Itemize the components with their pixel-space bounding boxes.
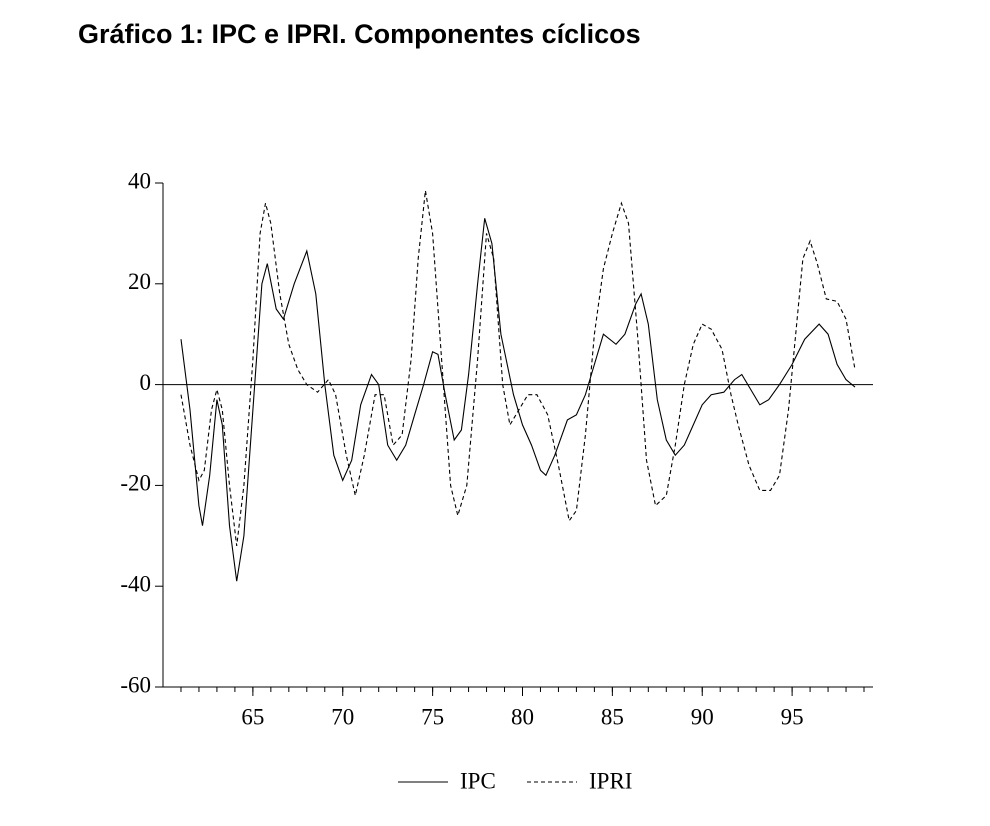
x-tick-label: 65: [241, 704, 264, 729]
y-tick-label: -20: [120, 471, 151, 496]
x-tick-label: 70: [331, 704, 354, 729]
series-line: [180, 218, 856, 582]
y-tick-label: 40: [128, 168, 151, 193]
y-tick-label: -60: [120, 672, 151, 697]
x-tick-label: 85: [601, 704, 624, 729]
legend-label: IPC: [460, 768, 496, 793]
legend-label: IPRI: [589, 768, 632, 793]
x-tick-label: 95: [781, 704, 804, 729]
x-tick-label: 75: [421, 704, 444, 729]
y-tick-label: 0: [140, 370, 152, 395]
x-tick-label: 90: [691, 704, 714, 729]
series-line: [180, 190, 856, 546]
y-tick-label: 20: [128, 269, 151, 294]
chart-title: Gráfico 1: IPC e IPRI. Componentes cícli…: [78, 19, 641, 49]
x-tick-label: 80: [511, 704, 534, 729]
y-tick-label: -40: [120, 571, 151, 596]
